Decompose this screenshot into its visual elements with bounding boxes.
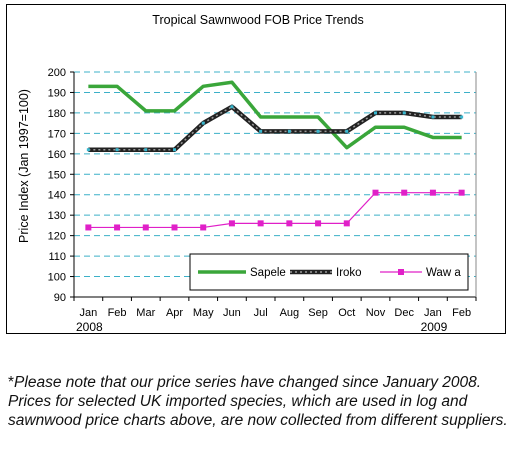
x-tick-label-10: Nov (366, 307, 386, 319)
price-trend-chart: Tropical Sawnwood FOB Price Trends Price… (17, 13, 477, 334)
series-point-iroko-2 (144, 148, 148, 152)
x-tick-label-11: Dec (394, 307, 414, 319)
series-point-waw-a-10 (372, 189, 379, 196)
x-tick-label-0: Jan (79, 307, 97, 319)
y-tick-label-90: 90 (54, 292, 66, 304)
y-tick-labels: 90 100 110 120 130 140 150 160 170 180 190 200 (48, 67, 66, 304)
series-point-iroko-5 (230, 105, 234, 109)
series-point-waw-a-2 (142, 224, 149, 231)
series-point-waw-a-5 (228, 220, 235, 227)
x-tick-label-8: Sep (308, 307, 328, 319)
series-point-waw-a-12 (429, 189, 436, 196)
y-tick-label-150: 150 (48, 169, 66, 181)
x-tick-label-2: Mar (136, 307, 155, 319)
legend-label-waw-a: Waw a (426, 267, 461, 279)
series-point-iroko-10 (374, 111, 377, 115)
series-point-iroko-4 (201, 121, 205, 125)
legend-label-sapele: Sapele (250, 267, 286, 279)
x-tick-label-1: Feb (108, 307, 127, 319)
series-line-waw-a (88, 192, 462, 229)
series-point-iroko-0 (86, 148, 90, 152)
x-tick-label-7: Aug (280, 307, 300, 319)
series-point-waw-a-6 (257, 220, 264, 227)
chart-title: Tropical Sawnwood FOB Price Trends (152, 13, 363, 27)
y-tick-label-200: 200 (48, 67, 66, 79)
series-point-iroko-12 (431, 115, 435, 119)
y-tick-label-160: 160 (48, 149, 66, 161)
series-point-iroko-3 (173, 148, 176, 152)
x-tick-label-4: May (193, 307, 214, 319)
x-tick-label-6: Jul (254, 307, 268, 319)
price-series-note: *Please note that our price series have … (8, 373, 508, 430)
year-label-2009: 2009 (421, 320, 448, 334)
series-point-waw-a-13 (458, 189, 465, 196)
series-line-iroko-pattern (88, 105, 462, 151)
year-label-2008: 2008 (76, 320, 103, 334)
series-point-iroko-9 (345, 129, 349, 133)
series-point-waw-a-3 (171, 224, 178, 231)
series-point-waw-a-8 (315, 220, 322, 227)
series-point-waw-a-4 (200, 224, 207, 231)
series-point-waw-a-11 (401, 189, 408, 196)
legend-label-iroko: Iroko (336, 267, 362, 279)
series-line-sapele (88, 80, 462, 150)
y-tick-label-140: 140 (48, 190, 66, 202)
x-tick-label-5: Jun (223, 307, 241, 319)
y-tick-label-190: 190 (48, 87, 66, 99)
series-point-waw-a-7 (286, 220, 293, 227)
series-lines (85, 80, 465, 231)
y-tick-label-100: 100 (48, 272, 66, 284)
series-point-iroko-6 (259, 129, 263, 133)
series-point-iroko-13 (460, 115, 464, 119)
y-tick-label-180: 180 (48, 108, 66, 120)
series-point-iroko-11 (402, 111, 406, 115)
series-point-iroko-7 (287, 129, 291, 133)
y-tick-label-110: 110 (48, 251, 66, 263)
x-tick-labels: Jan Feb Mar Apr May Jun Jul Aug Sep Oct Nov Dec Jan F… (76, 307, 471, 334)
y-tick-label-130: 130 (48, 210, 66, 222)
y-axis-label: Price Index (Jan 1997=100) (17, 89, 31, 243)
axes (70, 71, 477, 301)
x-tick-label-13: Feb (452, 307, 471, 319)
series-point-waw-a-1 (114, 224, 121, 231)
x-tick-label-3: Apr (166, 307, 183, 319)
x-tick-label-12: Jan (424, 307, 442, 319)
legend-marker-waw-a (398, 269, 404, 275)
series-point-waw-a-0 (85, 224, 92, 231)
series-point-iroko-1 (115, 148, 119, 152)
series-point-iroko-8 (316, 129, 320, 133)
x-tick-label-9: Oct (338, 307, 355, 319)
y-tick-label-120: 120 (48, 231, 66, 243)
note-text: Please note that our price series have c… (8, 374, 508, 429)
legend: Sapele Iroko Waw a (189, 253, 469, 291)
note-asterisk: * (8, 374, 15, 391)
series-point-waw-a-9 (343, 220, 350, 227)
y-tick-label-170: 170 (48, 128, 66, 140)
